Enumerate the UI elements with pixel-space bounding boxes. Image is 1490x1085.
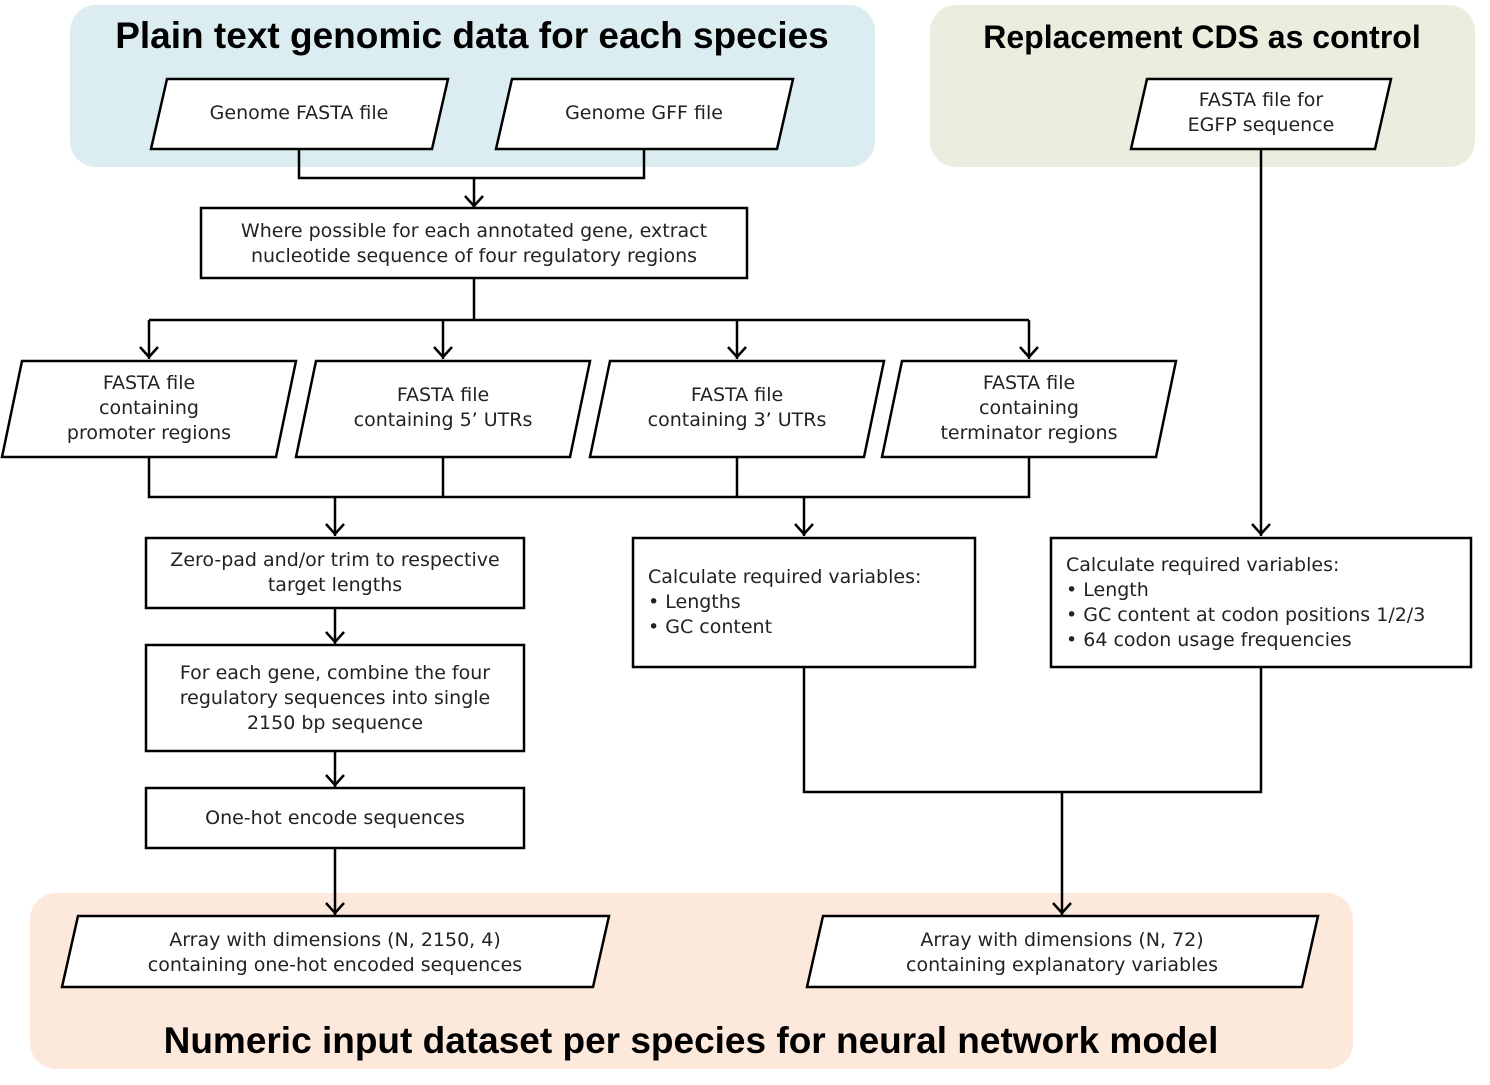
fasta-5utr-node bbox=[294, 359, 592, 459]
calc-mid-label-line: • GC content bbox=[648, 616, 772, 638]
fasta-3utr-label-line: FASTA file bbox=[691, 384, 783, 406]
fasta-5utr-label-line: FASTA file bbox=[397, 384, 489, 406]
egfp-fasta-label: FASTA file for EGFP sequence bbox=[1188, 89, 1335, 136]
array-onehot-label: Array with dimensions (N, 2150, 4) contai… bbox=[148, 929, 522, 976]
group-numeric-title: Numeric input dataset per species for ne… bbox=[164, 1020, 1219, 1061]
genome-gff-node bbox=[494, 77, 795, 151]
fasta-promoter-label-line: FASTA file bbox=[103, 372, 195, 394]
egfp-fasta-label-line: EGFP sequence bbox=[1188, 114, 1335, 136]
calc-right-box bbox=[1049, 536, 1473, 669]
array-vars-label-line: Array with dimensions (N, 72) bbox=[920, 929, 1203, 951]
combine-label-line: For each gene, combine the four bbox=[180, 662, 490, 684]
calc-mid-label-line: Calculate required variables: bbox=[648, 566, 921, 588]
fasta-5utr-label-line: containing 5’ UTRs bbox=[354, 409, 533, 431]
calc-right-label-line: • GC content at codon positions 1/2/3 bbox=[1066, 604, 1425, 626]
extract-regions-label-line: nucleotide sequence of four regulatory r… bbox=[251, 245, 697, 267]
genome-gff-label-line: Genome GFF file bbox=[565, 102, 723, 124]
egfp-fasta-label-line: FASTA file for bbox=[1199, 89, 1324, 111]
one-hot-box bbox=[144, 786, 526, 850]
calc-mid-label: Calculate required variables: • Lengths • … bbox=[648, 566, 921, 638]
array-vars-label-line: containing explanatory variables bbox=[906, 954, 1218, 976]
genome-fasta-label: Genome FASTA file bbox=[210, 102, 389, 124]
egfp-fasta-node bbox=[1129, 77, 1393, 151]
one-hot-label: One-hot encode sequences bbox=[205, 807, 465, 829]
fasta-promoter-label-line: containing bbox=[99, 397, 199, 419]
calc-right-label-line: Calculate required variables: bbox=[1066, 554, 1339, 576]
genome-fasta-node bbox=[149, 77, 450, 151]
fasta-terminator-label-line: FASTA file bbox=[983, 372, 1075, 394]
fasta-terminator-label-line: containing bbox=[979, 397, 1079, 419]
combine-label-line: 2150 bp sequence bbox=[247, 712, 423, 734]
combine-box bbox=[144, 643, 526, 753]
calc-right-label-line: • 64 codon usage frequencies bbox=[1066, 629, 1352, 651]
calc-mid-label-line: • Lengths bbox=[648, 591, 741, 613]
array-vars-label: Array with dimensions (N, 72) containing … bbox=[906, 929, 1218, 976]
fasta-promoter-node bbox=[0, 359, 298, 459]
fasta-promoter-label-line: promoter regions bbox=[67, 422, 231, 444]
one-hot-label-line: One-hot encode sequences bbox=[205, 807, 465, 829]
zero-pad-label-line: target lengths bbox=[268, 574, 402, 596]
calc-right-label: Calculate required variables: • Length • G… bbox=[1066, 554, 1425, 651]
fasta-3utr-label-line: containing 3’ UTRs bbox=[648, 409, 827, 431]
array-onehot-node bbox=[60, 914, 611, 989]
array-vars-node bbox=[805, 914, 1320, 989]
fasta-terminator-node bbox=[880, 359, 1178, 459]
combine-label: For each gene, combine the four regulator… bbox=[180, 662, 491, 734]
group-plain-text-title: Plain text genomic data for each species bbox=[115, 15, 829, 56]
fasta-3utr-label: FASTA file containing 3’ UTRs bbox=[648, 384, 827, 431]
array-onehot-label-line: Array with dimensions (N, 2150, 4) bbox=[169, 929, 501, 951]
fasta-3utr-node bbox=[588, 359, 886, 459]
extract-regions-box bbox=[199, 206, 749, 280]
connectors bbox=[139, 149, 1271, 915]
fasta-terminator-label: FASTA file containing terminator regions bbox=[940, 372, 1117, 444]
zero-pad-label-line: Zero-pad and/or trim to respective bbox=[170, 549, 499, 571]
combine-label-line: regulatory sequences into single bbox=[180, 687, 490, 709]
fasta-terminator-label-line: terminator regions bbox=[940, 422, 1117, 444]
group-replacement-title: Replacement CDS as control bbox=[983, 19, 1420, 55]
genome-fasta-label-line: Genome FASTA file bbox=[210, 102, 389, 124]
fasta-5utr-label: FASTA file containing 5’ UTRs bbox=[354, 384, 533, 431]
array-onehot-label-line: containing one-hot encoded sequences bbox=[148, 954, 522, 976]
calc-right-label-line: • Length bbox=[1066, 579, 1149, 601]
genome-gff-label: Genome GFF file bbox=[565, 102, 723, 124]
extract-regions-label-line: Where possible for each annotated gene, … bbox=[241, 220, 707, 242]
extract-regions-label: Where possible for each annotated gene, … bbox=[241, 220, 707, 267]
fasta-promoter-label: FASTA file containing promoter regions bbox=[67, 372, 231, 444]
zero-pad-label: Zero-pad and/or trim to respective target… bbox=[170, 549, 499, 596]
calc-mid-box bbox=[631, 536, 977, 669]
zero-pad-box bbox=[144, 536, 526, 610]
